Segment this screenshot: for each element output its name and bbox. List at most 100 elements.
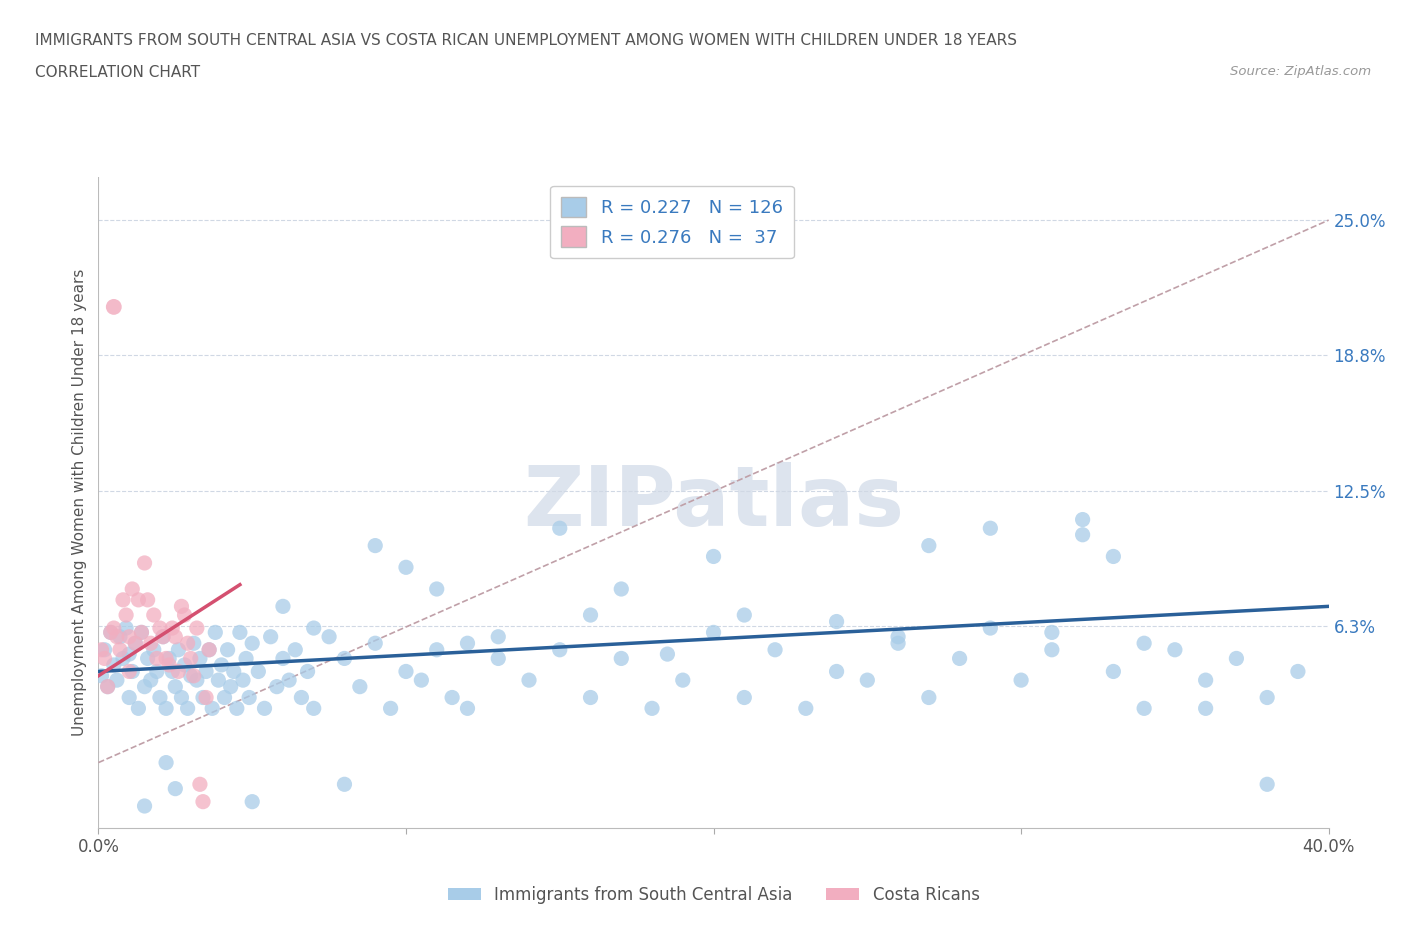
Point: [825, 614, 848, 629]
Point: [100, 625, 122, 640]
Text: IMMIGRANTS FROM SOUTH CENTRAL ASIA VS COSTA RICAN UNEMPLOYMENT AMONG WOMEN WITH : IMMIGRANTS FROM SOUTH CENTRAL ASIA VS CO…: [35, 33, 1017, 47]
Text: CORRELATION CHART: CORRELATION CHART: [35, 65, 200, 80]
Point: [1040, 625, 1063, 640]
Point: [949, 651, 972, 666]
Point: [103, 299, 125, 314]
Point: [198, 643, 221, 658]
Point: [142, 643, 165, 658]
Point: [302, 701, 325, 716]
Point: [121, 664, 143, 679]
Point: [229, 625, 252, 640]
Point: [176, 701, 198, 716]
Point: [290, 690, 312, 705]
Point: [105, 630, 128, 644]
Point: [93, 643, 115, 658]
Point: [426, 581, 449, 596]
Point: [167, 643, 190, 658]
Point: [165, 679, 187, 694]
Point: [856, 672, 879, 687]
Point: [195, 664, 218, 679]
Point: [395, 560, 418, 575]
Point: [90, 669, 112, 684]
Point: [100, 625, 122, 640]
Point: [146, 664, 169, 679]
Point: [238, 690, 260, 705]
Point: [610, 581, 633, 596]
Point: [887, 630, 910, 644]
Point: [979, 521, 1001, 536]
Point: [173, 658, 195, 672]
Point: [131, 625, 153, 640]
Point: [165, 630, 187, 644]
Point: [90, 643, 112, 658]
Point: [610, 651, 633, 666]
Point: [118, 646, 141, 661]
Point: [278, 672, 301, 687]
Point: [167, 664, 190, 679]
Point: [112, 651, 135, 666]
Point: [548, 643, 571, 658]
Point: [149, 620, 172, 635]
Point: [134, 555, 156, 570]
Point: [297, 664, 319, 679]
Point: [97, 679, 120, 694]
Point: [1195, 672, 1218, 687]
Point: [134, 799, 156, 814]
Point: [579, 690, 602, 705]
Point: [186, 620, 208, 635]
Point: [703, 625, 725, 640]
Point: [93, 651, 115, 666]
Point: [155, 755, 177, 770]
Point: [318, 630, 340, 644]
Point: [395, 664, 418, 679]
Point: [115, 620, 138, 635]
Point: [825, 664, 848, 679]
Point: [188, 651, 211, 666]
Point: [247, 664, 270, 679]
Point: [134, 679, 156, 694]
Point: [672, 672, 695, 687]
Point: [127, 701, 149, 716]
Point: [165, 781, 187, 796]
Point: [517, 672, 540, 687]
Point: [364, 538, 387, 553]
Point: [136, 651, 159, 666]
Point: [195, 690, 218, 705]
Point: [271, 599, 294, 614]
Point: [131, 625, 153, 640]
Point: [271, 651, 294, 666]
Point: [170, 599, 193, 614]
Point: [222, 664, 245, 679]
Point: [191, 794, 214, 809]
Point: [207, 672, 229, 687]
Point: [380, 701, 402, 716]
Point: [1040, 643, 1063, 658]
Text: ZIPatlas: ZIPatlas: [523, 461, 904, 543]
Point: [240, 636, 263, 651]
Point: [641, 701, 664, 716]
Point: [118, 690, 141, 705]
Point: [1133, 636, 1156, 651]
Point: [97, 679, 120, 694]
Point: [1102, 549, 1125, 564]
Point: [887, 636, 910, 651]
Point: [201, 701, 224, 716]
Point: [136, 592, 159, 607]
Point: [118, 630, 141, 644]
Point: [794, 701, 817, 716]
Point: [180, 669, 202, 684]
Y-axis label: Unemployment Among Women with Children Under 18 years: Unemployment Among Women with Children U…: [72, 269, 87, 736]
Point: [121, 581, 143, 596]
Point: [152, 630, 174, 644]
Point: [139, 636, 162, 651]
Point: [214, 690, 236, 705]
Point: [253, 701, 276, 716]
Point: [124, 636, 146, 651]
Point: [1256, 690, 1278, 705]
Point: [204, 625, 226, 640]
Point: [183, 669, 205, 684]
Point: [235, 651, 257, 666]
Point: [103, 658, 125, 672]
Point: [579, 607, 602, 622]
Point: [142, 607, 165, 622]
